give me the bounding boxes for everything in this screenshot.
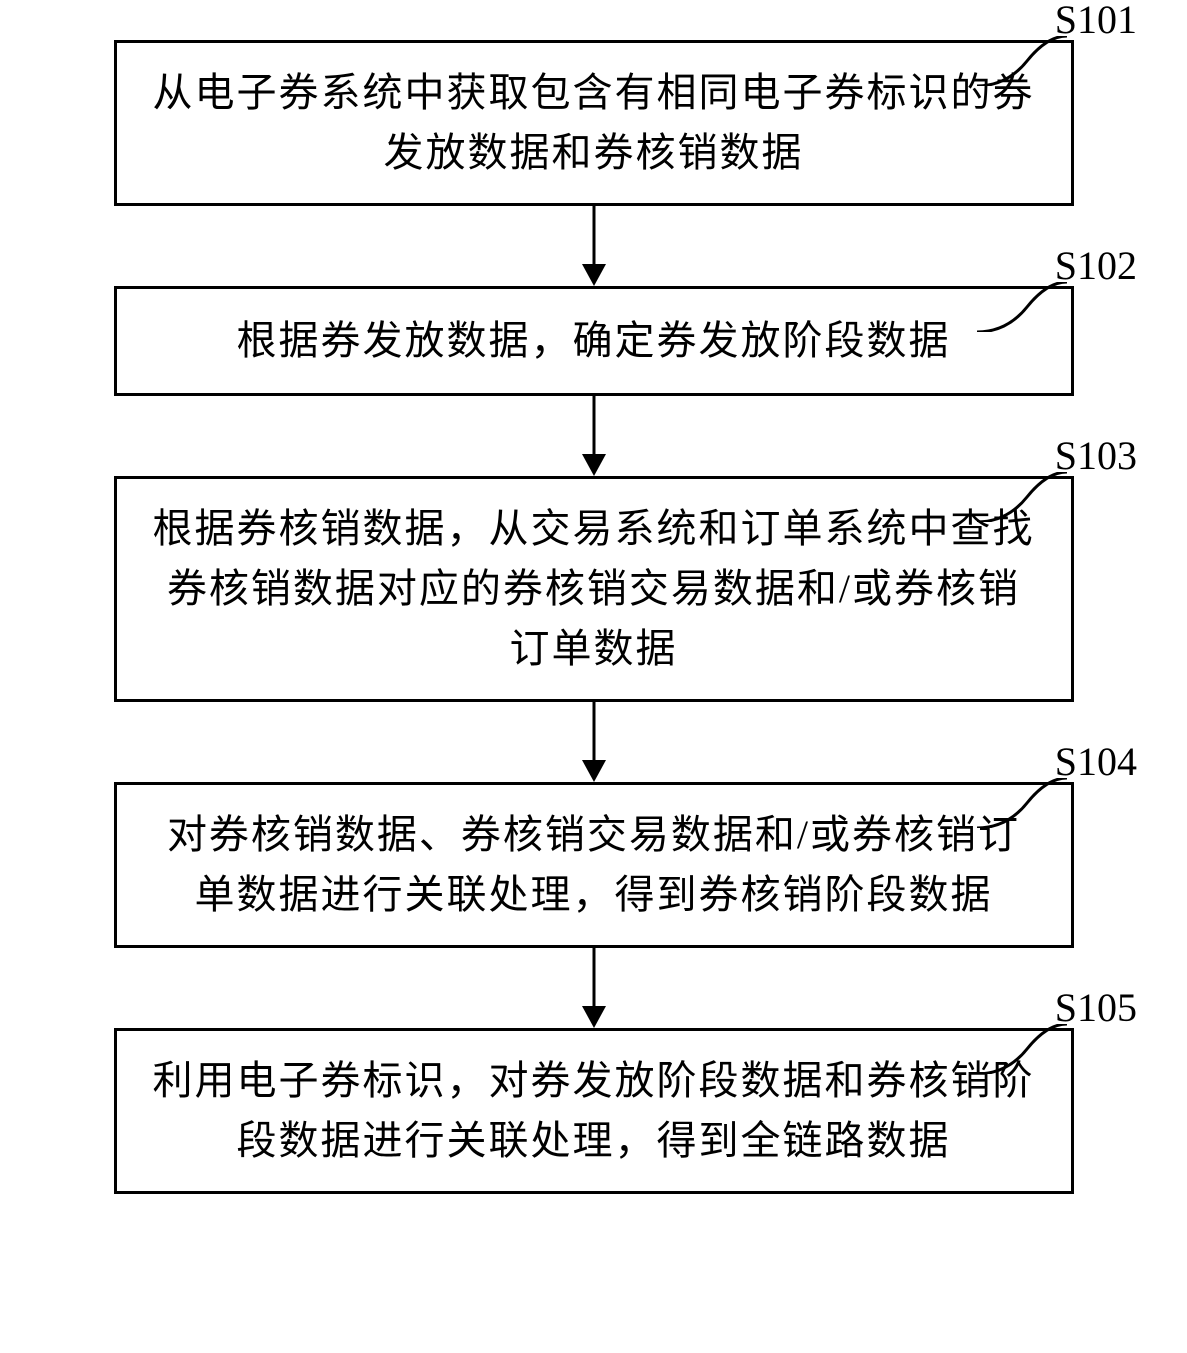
process-box: 根据券发放数据，确定券发放阶段数据 — [114, 286, 1074, 396]
step-text: 对券核销数据、券核销交易数据和/或券核销订单数据进行关联处理，得到券核销阶段数据 — [147, 805, 1041, 925]
process-box: 对券核销数据、券核销交易数据和/或券核销订单数据进行关联处理，得到券核销阶段数据 — [114, 782, 1074, 948]
process-box: 从电子券系统中获取包含有相同电子券标识的券发放数据和券核销数据 — [114, 40, 1074, 206]
step-text: 利用电子券标识，对券发放阶段数据和券核销阶段数据进行关联处理，得到全链路数据 — [147, 1051, 1041, 1171]
callout-connector — [977, 36, 1067, 86]
callout-connector — [977, 282, 1067, 332]
step-s101: S101 从电子券系统中获取包含有相同电子券标识的券发放数据和券核销数据 — [50, 40, 1137, 206]
step-label: S101 — [1055, 0, 1137, 43]
arrow-connector — [114, 948, 1074, 1028]
process-box: 利用电子券标识，对券发放阶段数据和券核销阶段数据进行关联处理，得到全链路数据 — [114, 1028, 1074, 1194]
step-s105: S105 利用电子券标识，对券发放阶段数据和券核销阶段数据进行关联处理，得到全链… — [50, 1028, 1137, 1194]
callout-connector — [977, 1024, 1067, 1074]
arrow-connector — [114, 702, 1074, 782]
step-s104: S104 对券核销数据、券核销交易数据和/或券核销订单数据进行关联处理，得到券核… — [50, 782, 1137, 948]
step-s102: S102 根据券发放数据，确定券发放阶段数据 — [50, 286, 1137, 396]
flowchart-container: S101 从电子券系统中获取包含有相同电子券标识的券发放数据和券核销数据 S10… — [50, 40, 1137, 1194]
step-label: S102 — [1055, 242, 1137, 289]
callout-connector — [977, 472, 1067, 522]
step-label: S103 — [1055, 432, 1137, 479]
callout-connector — [977, 778, 1067, 828]
step-label: S105 — [1055, 984, 1137, 1031]
step-text: 从电子券系统中获取包含有相同电子券标识的券发放数据和券核销数据 — [147, 63, 1041, 183]
step-label: S104 — [1055, 738, 1137, 785]
arrow-connector — [114, 206, 1074, 286]
arrow-connector — [114, 396, 1074, 476]
step-text: 根据券发放数据，确定券发放阶段数据 — [237, 311, 951, 371]
step-text: 根据券核销数据，从交易系统和订单系统中查找券核销数据对应的券核销交易数据和/或券… — [147, 499, 1041, 679]
step-s103: S103 根据券核销数据，从交易系统和订单系统中查找券核销数据对应的券核销交易数… — [50, 476, 1137, 702]
process-box: 根据券核销数据，从交易系统和订单系统中查找券核销数据对应的券核销交易数据和/或券… — [114, 476, 1074, 702]
